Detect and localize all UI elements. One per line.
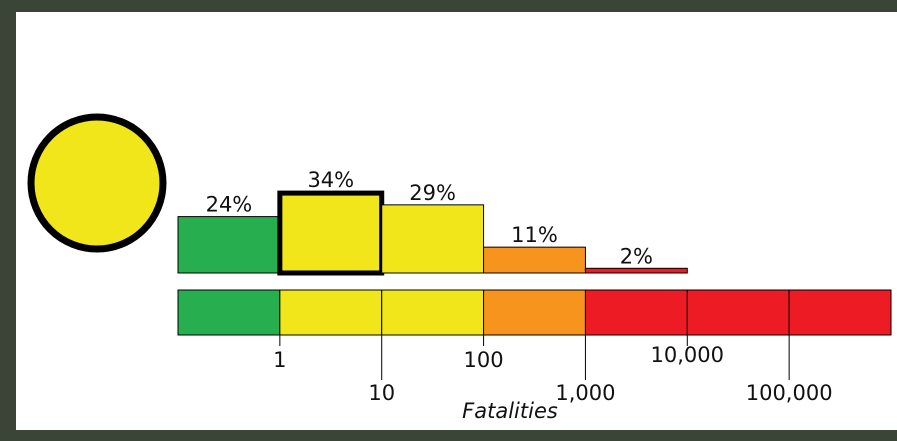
x-tick-label: 1 <box>273 348 286 372</box>
scale-cell <box>381 289 485 336</box>
alert-circle <box>27 113 167 253</box>
x-tick-label: 1,000 <box>555 381 615 405</box>
scale-cell <box>584 289 688 336</box>
bar <box>381 204 485 274</box>
scale-cell <box>279 289 383 336</box>
value-label: 2% <box>620 244 653 268</box>
x-tick-label: 10,000 <box>651 343 724 367</box>
value-label: 29% <box>409 181 456 205</box>
x-tick-label: 100 <box>464 348 504 372</box>
x-tick-label: 100,000 <box>746 381 833 405</box>
value-label: 11% <box>511 223 558 247</box>
value-label: 24% <box>206 193 253 217</box>
scale-cell <box>177 289 281 336</box>
scale-cell <box>788 289 892 336</box>
bar <box>584 267 688 274</box>
scale-cell <box>483 289 586 336</box>
value-label: 34% <box>307 168 354 192</box>
bar <box>483 246 586 274</box>
x-axis-label: Fatalities <box>462 399 558 423</box>
x-tick-label: 10 <box>368 381 395 405</box>
scale-cell <box>686 289 790 336</box>
bar <box>177 216 281 274</box>
bar <box>277 190 385 276</box>
